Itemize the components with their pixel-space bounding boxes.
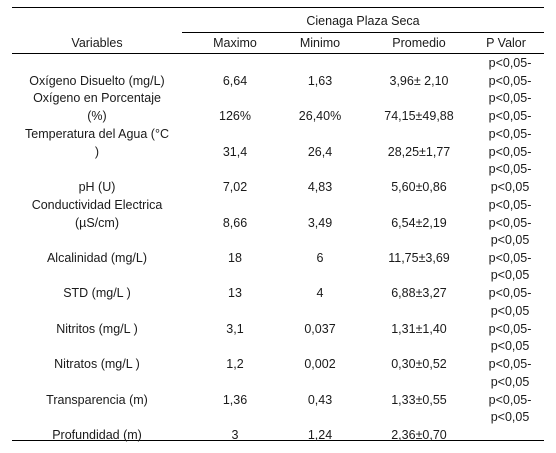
table-row-promedio: 2,36±0,70 <box>391 428 447 442</box>
table-row-p-valor: p<0,05- <box>488 197 532 212</box>
table-row-minimo: 1,63 <box>307 74 333 88</box>
table-row-p-valor: p<0,05- <box>488 215 532 230</box>
table-row-variable: Oxígeno en Porcentaje <box>33 91 161 106</box>
table-row-promedio: 1,31±1,40 <box>391 321 447 336</box>
table-row-maximo: 1,2 <box>226 357 244 372</box>
table-row-variable: pH (U) <box>78 180 116 195</box>
table-row-p-valor: p<0,05- <box>488 321 532 336</box>
table-row-variable: Conductividad Electrica <box>31 197 163 212</box>
table-row-minimo: 26,4 <box>307 144 333 159</box>
table-row-p-valor: p<0,05- <box>488 144 532 159</box>
table-row-variable: Profundidad (m) <box>52 428 142 442</box>
table-row-promedio: 5,60±0,86 <box>391 180 447 195</box>
table-row-maximo: 7,02 <box>222 180 248 195</box>
col-header-minimo: Minimo <box>299 36 341 50</box>
table-row-p-valor: p<0,05- <box>488 56 532 70</box>
table-row-p-valor: p<0,05- <box>488 357 532 372</box>
table-row-promedio: 74,15±49,88 <box>384 109 454 124</box>
table-row-minimo: 4,83 <box>307 180 333 195</box>
table-row-variable: ) <box>94 144 100 159</box>
table-row-maximo: 8,66 <box>222 215 248 230</box>
table-row-variable: (µS/cm) <box>74 215 119 230</box>
table-row-minimo: 26,40% <box>298 109 342 124</box>
table-row-p-valor: p<0,05- <box>488 286 532 301</box>
table-row-promedio: 6,88±3,27 <box>391 286 447 301</box>
table-row-p-valor: p<0,05 <box>490 339 530 354</box>
table-row-p-valor: p<0,05- <box>488 109 532 124</box>
table-row-maximo: 6,64 <box>222 74 248 88</box>
group-rule <box>182 32 544 33</box>
table-row-promedio: 1,33±0,55 <box>391 392 447 407</box>
group-header: Cienaga Plaza Seca <box>306 14 420 28</box>
table-row-variable: Temperatura del Agua (°C <box>25 126 169 141</box>
table-row-p-valor: p<0,05- <box>488 91 532 106</box>
col-header-variables: Variables <box>71 36 123 50</box>
table-row-maximo: 31,4 <box>222 144 248 159</box>
table-row-promedio: 28,25±1,77 <box>387 144 451 159</box>
table-row-p-valor: p<0,05- <box>488 392 532 407</box>
table-row-p-valor: p<0,05 <box>490 233 530 247</box>
table-row-maximo: 13 <box>228 286 242 301</box>
table-row-maximo: 1,36 <box>222 392 248 407</box>
table-row-variable: Nitritos (mg/L ) <box>56 321 138 336</box>
table-row-p-valor: p<0,05- <box>488 162 532 177</box>
header-rule <box>12 53 544 54</box>
table-row-p-valor: p<0,05- <box>488 126 532 141</box>
table-row-variable: Transparencia (m) <box>46 392 148 407</box>
table-row-promedio: 0,30±0,52 <box>391 357 447 372</box>
table-row-variable: Nitratos (mg/L ) <box>54 357 140 372</box>
table-row-minimo: 0,037 <box>304 321 336 336</box>
table-row-minimo: 4 <box>316 286 324 301</box>
table-row-p-valor: p<0,05- <box>488 74 532 88</box>
table-row-promedio: 6,54±2,19 <box>391 215 447 230</box>
table-row-minimo: 0,43 <box>307 392 333 407</box>
table-row-p-valor: p<0,05 <box>490 303 530 318</box>
col-header-maximo: Maximo <box>213 36 257 50</box>
table-row-variable: STD (mg/L ) <box>63 286 131 301</box>
col-header-promedio: Promedio <box>392 36 446 50</box>
table-row-p-valor: p<0,05 <box>490 180 530 195</box>
table-row-maximo: 3,1 <box>226 321 244 336</box>
table-row-variable: Oxígeno Disuelto (mg/L) <box>29 74 165 88</box>
table-row-maximo: 3 <box>231 428 239 442</box>
table-row-variable: (%) <box>87 109 107 124</box>
table-row-minimo: 0,002 <box>304 357 336 372</box>
bottom-rule <box>12 440 544 441</box>
table-row-minimo: 3,49 <box>307 215 333 230</box>
table-row-p-valor: p<0,05 <box>490 374 530 389</box>
table-row-variable: Alcalinidad (mg/L) <box>46 251 148 265</box>
table-row-promedio: 11,75±3,69 <box>388 251 450 265</box>
col-header-p-valor: P Valor <box>486 36 526 50</box>
table-row-minimo: 1,24 <box>307 428 333 442</box>
table-row-minimo: 6 <box>316 251 324 265</box>
table-row-p-valor: p<0,05 <box>490 410 530 424</box>
table-row-promedio: 3,96± 2,10 <box>389 74 449 88</box>
table-row-p-valor: p<0,05- <box>488 251 532 265</box>
table-row-maximo: 18 <box>228 251 242 265</box>
table-row-p-valor: p<0,05 <box>490 268 530 283</box>
table-row-maximo: 126% <box>219 109 251 124</box>
top-rule <box>12 7 544 8</box>
